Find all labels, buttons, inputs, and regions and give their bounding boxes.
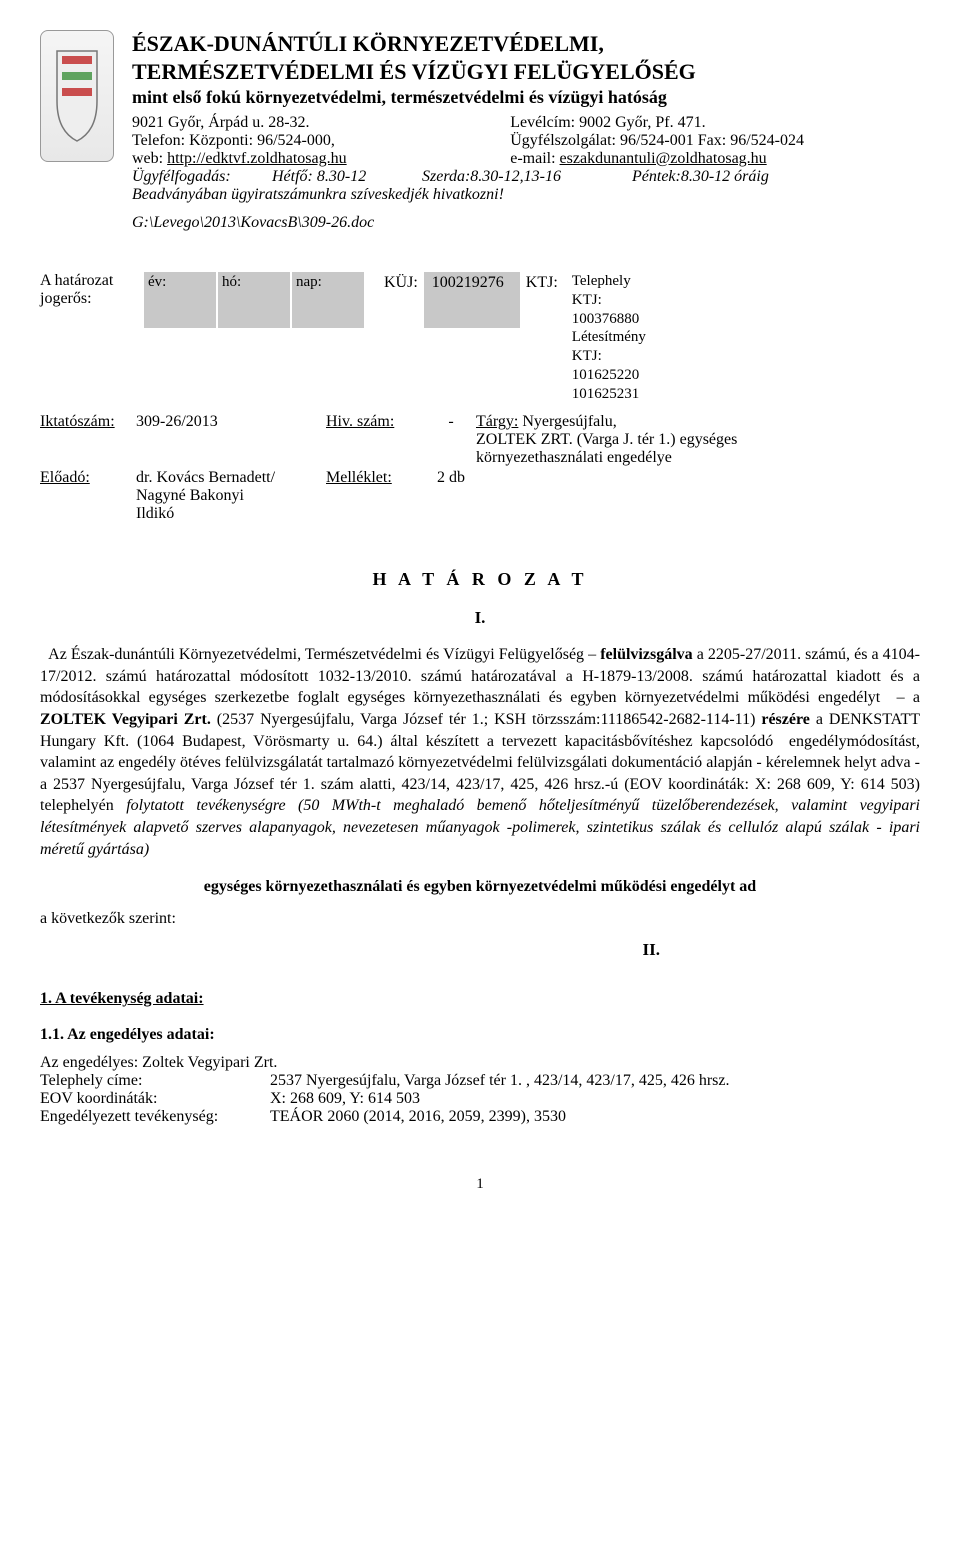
day-cell: nap: xyxy=(292,272,366,328)
main-paragraph: Az Észak-dunántúli Környezetvédelmi, Ter… xyxy=(40,644,920,860)
reference-row: A határozat jogerős: év: hó: nap: KÜJ: 1… xyxy=(40,272,920,403)
melleklet-value: 2 db xyxy=(426,469,476,487)
email-link[interactable]: eszakdunantuli@zoldhatosag.hu xyxy=(560,150,767,167)
web-prefix: web: xyxy=(132,150,167,167)
hivszam-value: - xyxy=(426,413,476,431)
phone-left: Telefon: Központi: 96/524-000, xyxy=(132,132,510,150)
authority-line2: TERMÉSZETVÉDELMI ÉS VÍZÜGYI FELÜGYELŐSÉG xyxy=(132,59,696,84)
kuj-value: 100219276 xyxy=(424,272,520,328)
address-left: 9021 Győr, Árpád u. 28-32. xyxy=(132,114,510,132)
phone-right: Ügyfélszolgálat: 96/524-001 Fax: 96/524-… xyxy=(510,132,920,150)
roman-1: I. xyxy=(40,608,920,628)
date-cells: év: hó: nap: xyxy=(144,272,366,328)
eov-label: EOV koordináták: xyxy=(40,1090,270,1108)
roman-2: II. xyxy=(40,940,920,960)
melleklet-label: Melléklet: xyxy=(326,469,426,487)
reference-note: Beadványában ügyiratszámunkra szíveskedj… xyxy=(132,186,920,204)
eloado-value: dr. Kovács Bernadett/ Nagyné Bakonyi Ild… xyxy=(136,469,326,523)
licensee-line: Az engedélyes: Zoltek Vegyipari Zrt. xyxy=(40,1054,920,1072)
site-label: Telephely címe: xyxy=(40,1072,270,1090)
web-left: web: http://edktvf.zoldhatosag.hu xyxy=(132,150,510,168)
section-1: 1. A tevékenység adatai: xyxy=(40,990,920,1008)
site-value: 2537 Nyergesújfalu, Varga József tér 1. … xyxy=(270,1072,920,1090)
header-text: ÉSZAK-DUNÁNTÚLI KÖRNYEZETVÉDELMI, TERMÉS… xyxy=(132,30,920,232)
kuj-block: KÜJ: 100219276 KTJ: Telephely KTJ: 10037… xyxy=(378,272,646,403)
authority-subtitle: mint első fokú környezetvédelmi, termész… xyxy=(132,87,920,108)
licensee-details: Az engedélyes: Zoltek Vegyipari Zrt. Tel… xyxy=(40,1054,920,1126)
ktj-label: KTJ: xyxy=(520,272,564,294)
case-info-grid: Iktatószám: 309-26/2013 Hiv. szám: - Tár… xyxy=(40,413,920,523)
final-label: A határozat jogerős: xyxy=(40,272,132,308)
page-number: 1 xyxy=(40,1176,920,1193)
ktj-side: Telephely KTJ: 100376880 Létesítmény KTJ… xyxy=(564,272,646,403)
address-right: Levélcím: 9002 Győr, Pf. 471. xyxy=(510,114,920,132)
day-label: nap: xyxy=(296,274,360,291)
kuj-label: KÜJ: xyxy=(378,272,424,294)
authority-title: ÉSZAK-DUNÁNTÚLI KÖRNYEZETVÉDELMI, TERMÉS… xyxy=(132,30,920,85)
header: ÉSZAK-DUNÁNTÚLI KÖRNYEZETVÉDELMI, TERMÉS… xyxy=(40,30,920,232)
hours-wed: Szerda:8.30-12,13-16 xyxy=(422,168,632,186)
coat-of-arms-icon xyxy=(40,30,114,162)
month-cell: hó: xyxy=(218,272,292,328)
section-1-1: 1.1. Az engedélyes adatai: xyxy=(40,1026,215,1043)
eov-value: X: 268 609, Y: 614 503 xyxy=(270,1090,920,1108)
targy-label: Tárgy: xyxy=(476,413,518,430)
web-link[interactable]: http://edktvf.zoldhatosag.hu xyxy=(167,150,347,167)
hours-label: Ügyfélfogadás: xyxy=(132,168,272,186)
eloado-label: Előadó: xyxy=(40,469,136,487)
document-path: G:\Levego\2013\KovacsB\309-26.doc xyxy=(132,214,920,232)
year-label: év: xyxy=(148,274,212,291)
year-cell: év: xyxy=(144,272,218,328)
activity-value: TEÁOR 2060 (2014, 2016, 2059, 2399), 353… xyxy=(270,1108,920,1126)
hivszam-label: Hiv. szám: xyxy=(326,413,426,431)
email-right: e-mail: eszakdunantuli@zoldhatosag.hu xyxy=(510,150,920,168)
hours-fri: Péntek:8.30-12 óráig xyxy=(632,168,769,186)
document-page: ÉSZAK-DUNÁNTÚLI KÖRNYEZETVÉDELMI, TERMÉS… xyxy=(0,0,960,1223)
hatarozat-title: H A T Á R O Z A T xyxy=(40,569,920,590)
grant-line: egységes környezethasználati és egyben k… xyxy=(40,878,920,896)
iktatoszam-label: Iktatószám: xyxy=(40,413,136,431)
targy-cell: Tárgy: Nyergesújfalu, ZOLTEK ZRT. (Varga… xyxy=(476,413,920,467)
iktatoszam-value: 309-26/2013 xyxy=(136,413,326,431)
following-line: a következők szerint: xyxy=(40,910,920,928)
month-label: hó: xyxy=(222,274,286,291)
activity-label: Engedélyezett tevékenység: xyxy=(40,1108,270,1126)
email-prefix: e-mail: xyxy=(510,150,559,167)
contact-meta: 9021 Győr, Árpád u. 28-32. Levélcím: 900… xyxy=(132,114,920,204)
hours-mon: Hétfő: 8.30-12 xyxy=(272,168,422,186)
office-hours-row: Ügyfélfogadás: Hétfő: 8.30-12 Szerda:8.3… xyxy=(132,168,920,186)
authority-line1: ÉSZAK-DUNÁNTÚLI KÖRNYEZETVÉDELMI, xyxy=(132,31,604,56)
